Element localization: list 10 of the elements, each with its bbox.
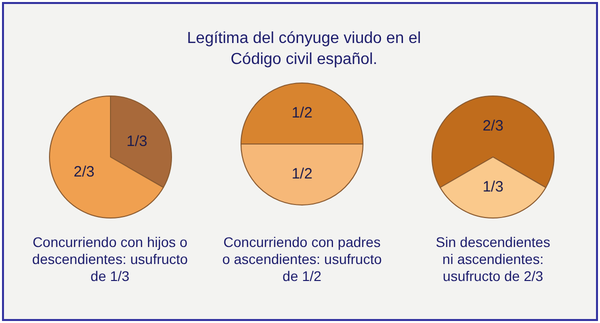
data-label: 1/2 bbox=[292, 166, 312, 183]
data-label: 2/3 bbox=[482, 118, 504, 135]
text: Sin descendientes ni ascendientes: usufructo de 2/3 bbox=[434, 234, 552, 285]
data-label: 2/3 bbox=[73, 163, 94, 180]
text: Concurriendo con padres o ascendientes: usufructo de 1/2 bbox=[221, 234, 383, 285]
data-label: 1/2 bbox=[292, 104, 312, 122]
text: Legítima del cónyuge viudo en el Código civil español. bbox=[186, 29, 422, 70]
data-label: 1/3 bbox=[482, 178, 504, 196]
data-label: 1/3 bbox=[126, 132, 147, 150]
text: Concurriendo con hijos o descendientes: usufructo de 1/3 bbox=[31, 234, 189, 285]
